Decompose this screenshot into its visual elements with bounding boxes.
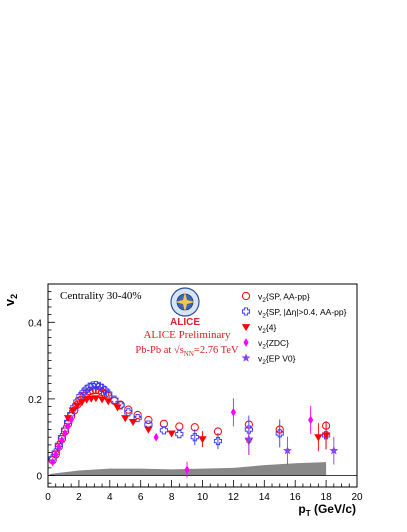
y-axis-title: v2: [2, 294, 19, 306]
data-point: [184, 465, 190, 475]
data-point: [68, 407, 77, 415]
data-point: [113, 404, 122, 412]
data-point: [73, 402, 82, 410]
data-point: [190, 433, 199, 442]
series-4: [244, 425, 339, 465]
data-point: [133, 414, 142, 423]
data-point: [77, 399, 87, 407]
y-tick-label: 0.2: [28, 395, 42, 406]
data-point: [128, 418, 138, 427]
data-point: [101, 386, 110, 395]
data-point: [53, 450, 59, 459]
data-point: [116, 401, 125, 410]
data-point: [54, 440, 63, 449]
x-tick-label: 12: [228, 492, 240, 503]
x-tick-label: 20: [351, 492, 363, 503]
alice-logo: ALICE: [170, 287, 200, 328]
systematic-band-layer: [49, 462, 327, 476]
data-point: [275, 429, 284, 438]
data-point: [51, 448, 60, 457]
x-tick-label: 8: [169, 492, 175, 503]
x-tick-label: 2: [76, 492, 82, 503]
centrality-label: Centrality 30-40%: [60, 290, 142, 302]
data-point: [144, 415, 153, 425]
data-point: [329, 445, 339, 455]
legend-label: v2{EP V0}: [258, 354, 296, 367]
x-tick-label: 6: [138, 492, 144, 503]
legend-label: v2{SP, AA-pp}: [258, 292, 310, 305]
series-3: [50, 398, 314, 478]
data-point: [175, 422, 184, 431]
data-point: [82, 384, 91, 393]
x-axis-title: pT (GeV/c): [298, 502, 356, 518]
systematic-band: [49, 462, 327, 476]
data-point: [121, 415, 130, 423]
data-layer: [48, 381, 339, 478]
x-tick-label: 4: [107, 492, 113, 503]
alice-preliminary-label: ALICE Preliminary: [143, 329, 231, 341]
legend-label: v2{SP, |Δη|>0.4, AA-pp}: [258, 307, 347, 320]
data-point: [321, 432, 331, 440]
data-point: [283, 445, 292, 455]
legend: v2{SP, AA-pp} v2{SP, |Δη|>0.4, AA-pp} v2{4…: [241, 291, 347, 367]
y-tick-label: 0: [36, 472, 42, 483]
legend-marker: [243, 338, 249, 347]
data-point: [82, 396, 91, 404]
axes-layer: 0 2 4 6 8 10 12 14 16 18 20 0 0.2 0.4: [28, 291, 363, 503]
data-point: [91, 385, 100, 395]
data-point: [314, 434, 323, 442]
legend-marker: [241, 324, 251, 332]
data-point: [213, 436, 223, 446]
data-point: [62, 429, 68, 438]
data-point: [98, 383, 107, 392]
data-point: [244, 425, 253, 434]
data-point: [198, 436, 207, 444]
data-point: [85, 382, 94, 391]
data-point: [175, 430, 184, 439]
collision-system-label: Pb-Pb at √sNN=2.76 TeV: [135, 344, 239, 358]
data-point: [244, 434, 254, 443]
y-tick-label: 0.4: [28, 318, 42, 329]
data-point: [110, 395, 119, 404]
data-point: [104, 389, 113, 398]
data-point: [91, 395, 101, 403]
data-point: [159, 426, 168, 435]
data-point: [59, 435, 65, 445]
data-point: [63, 415, 73, 423]
x-tick-label: 16: [290, 492, 302, 503]
x-tick-label: 10: [197, 492, 209, 503]
legend-label: v2{ZDC}: [258, 338, 289, 351]
legend-label: v2{4}: [258, 323, 276, 336]
data-point: [97, 396, 107, 404]
data-point: [104, 398, 113, 406]
data-point: [50, 457, 56, 467]
legend-marker: [241, 353, 251, 362]
data-point: [65, 422, 71, 431]
data-point: [133, 410, 142, 420]
data-point: [68, 415, 74, 425]
x-tick-label: 14: [259, 492, 271, 503]
data-point: [124, 405, 133, 414]
x-tick-label: 0: [45, 492, 51, 503]
data-point: [167, 430, 176, 438]
legend-marker: [241, 307, 251, 316]
logo-star: [175, 292, 195, 312]
data-point: [159, 419, 168, 428]
data-point: [144, 426, 153, 434]
legend-marker: [241, 291, 251, 301]
data-point: [153, 432, 159, 442]
logo-text: ALICE: [170, 317, 200, 328]
x-tick-label: 18: [321, 492, 333, 503]
data-point: [56, 442, 62, 452]
data-point: [308, 415, 314, 425]
data-point: [124, 408, 133, 417]
data-point: [230, 407, 236, 417]
